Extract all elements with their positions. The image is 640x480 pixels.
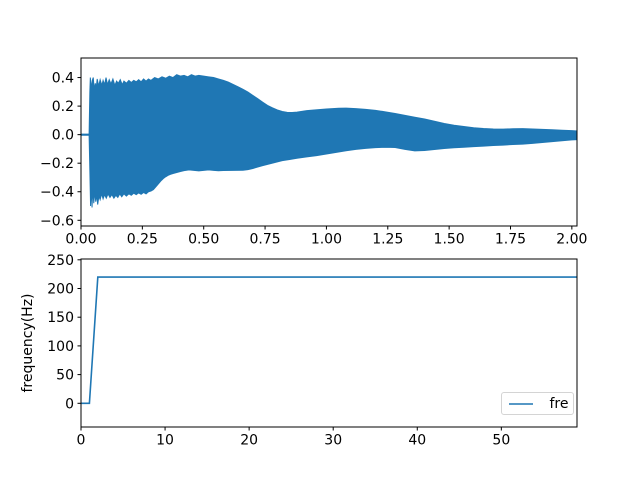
y-tick-label: 0	[65, 396, 74, 412]
legend-label: fre	[549, 395, 569, 412]
x-tick-label: 20	[240, 433, 258, 449]
y-tick-label: 0.4	[51, 70, 73, 86]
frequency-axis-label: frequency(Hz)	[20, 293, 36, 393]
y-tick-label: 250	[47, 253, 74, 269]
legend-line-sample	[508, 402, 533, 405]
x-tick-label: 1.75	[494, 231, 525, 247]
x-tick-label: 2.00	[556, 231, 587, 247]
y-tick-label: 200	[47, 282, 74, 298]
x-tick-label: 1.00	[310, 231, 341, 247]
x-tick-label: 0	[76, 433, 85, 449]
y-tick-label: 100	[47, 339, 74, 355]
waveform-plot: 0.00 0.25 0.50 0.75 1.00 1.25 1.50 1.75 2.00 0.4 0…	[40, 57, 587, 247]
y-tick-label: −0.4	[40, 184, 74, 200]
fre-line	[80, 276, 577, 405]
x-tick-label: 30	[324, 433, 342, 449]
x-tick-label: 40	[408, 433, 426, 449]
y-tick-label: −0.2	[40, 156, 74, 172]
y-tick-label: −0.6	[40, 213, 74, 229]
y-tick-label: 50	[56, 368, 74, 384]
x-tick-label: 0.25	[126, 231, 157, 247]
y-tick-label: 0.2	[51, 99, 73, 115]
frequency-plot: 0 10 20 30 40 50 0 50 100 150 200 250	[47, 253, 577, 449]
x-tick-label: 10	[156, 433, 174, 449]
amplitude-envelope	[80, 73, 577, 208]
x-tick-label: 1.25	[372, 231, 403, 247]
x-tick-label: 0.75	[249, 231, 280, 247]
y-tick-label: 150	[47, 310, 74, 326]
x-tick-label: 50	[492, 433, 510, 449]
axes-frame	[80, 258, 577, 428]
x-tick-label: 0.00	[65, 231, 96, 247]
x-tick-label: 1.50	[433, 231, 464, 247]
legend: fre	[500, 392, 574, 415]
x-tick-label: 0.50	[188, 231, 219, 247]
y-tick-label: 0.0	[51, 127, 73, 143]
axes-frame	[80, 57, 577, 227]
